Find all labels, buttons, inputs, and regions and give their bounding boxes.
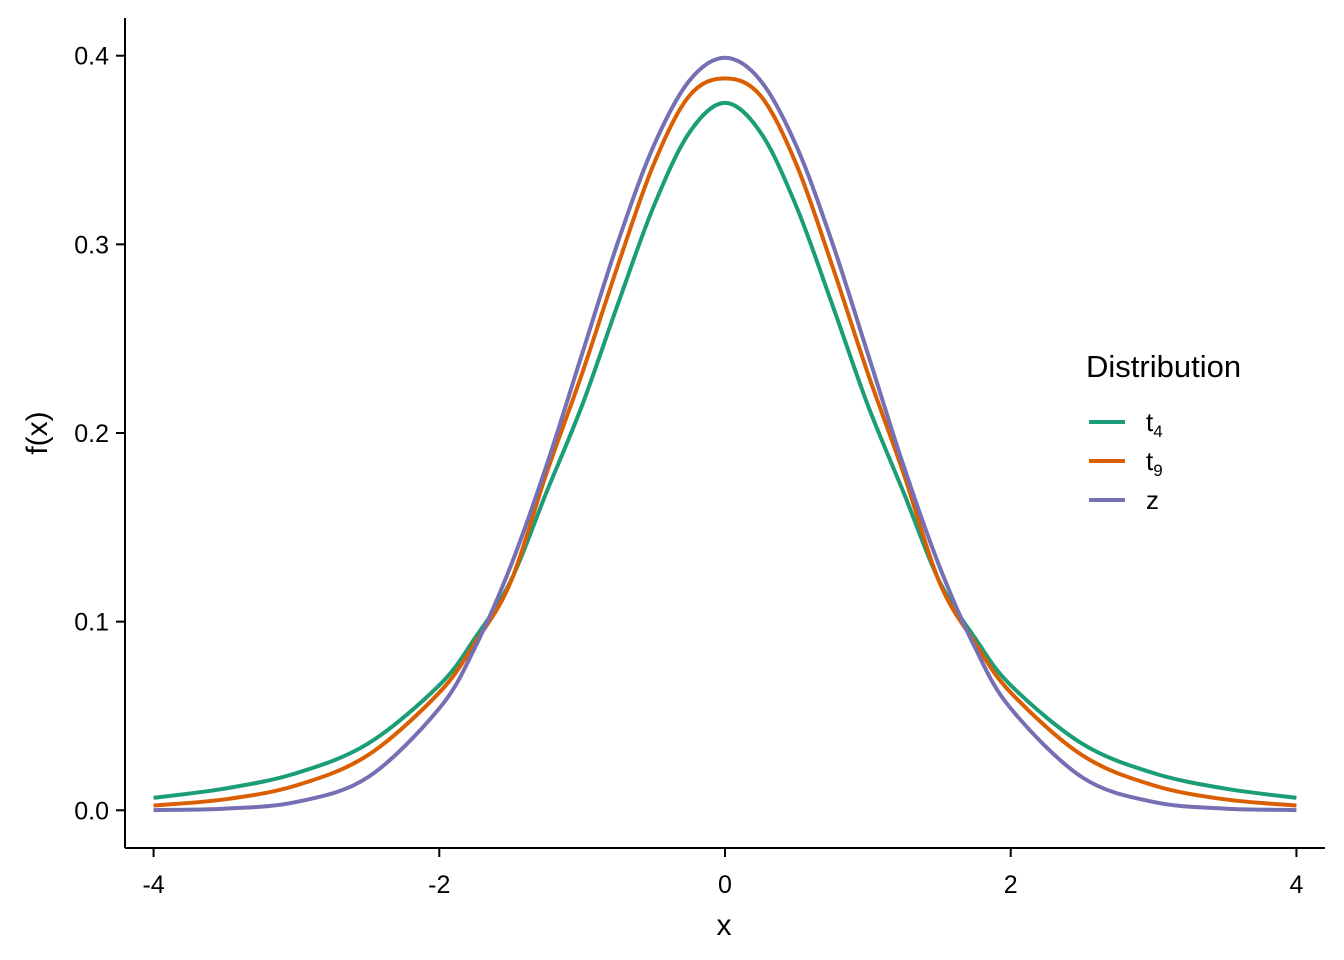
x-tick-label: -4 xyxy=(142,871,164,899)
y-tick-label: 0.2 xyxy=(74,420,109,448)
x-tick-label: 0 xyxy=(718,871,732,899)
series-line-z xyxy=(153,55,1297,813)
x-tick-label: 2 xyxy=(1004,871,1018,899)
legend-entries: t4 t9 z xyxy=(1089,407,1163,515)
y-tick-label: 0.1 xyxy=(74,609,109,637)
x-axis-ticks: -4 -2 0 2 4 xyxy=(142,848,1303,899)
x-tick-label: 4 xyxy=(1289,871,1303,899)
y-tick-label: 0.0 xyxy=(74,797,109,825)
y-axis-title: f(x) xyxy=(21,411,54,454)
y-tick-label: 0.4 xyxy=(74,43,109,71)
series-line-t4 xyxy=(153,100,1297,800)
legend-label: t4 xyxy=(1146,407,1163,441)
plot-area xyxy=(153,55,1297,813)
legend-label: z xyxy=(1146,485,1159,515)
y-axis-ticks: 0.0 0.1 0.2 0.3 0.4 xyxy=(74,43,125,825)
legend-title: Distribution xyxy=(1086,349,1241,384)
legend: Distribution t4 t9 z xyxy=(1086,349,1241,515)
series-line-t9 xyxy=(153,76,1297,808)
x-tick-label: -2 xyxy=(428,871,450,899)
y-tick-label: 0.3 xyxy=(74,231,109,259)
x-axis-title: x xyxy=(717,909,732,942)
legend-label: t9 xyxy=(1146,446,1163,480)
